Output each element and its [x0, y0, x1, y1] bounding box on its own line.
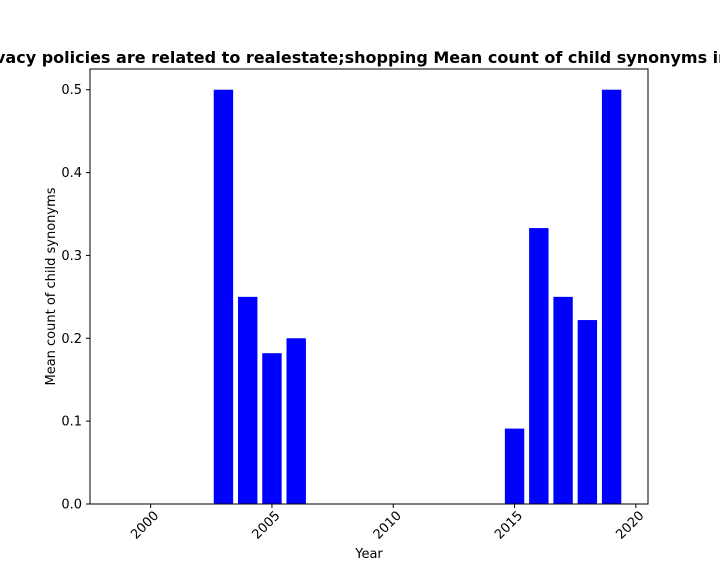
- bar-2005: [262, 353, 282, 504]
- bar-2019: [601, 89, 622, 504]
- y-tick-label: 0.0: [61, 498, 82, 513]
- x-axis: 2000 2005 2010 2015 2020: [128, 504, 647, 543]
- bar-2015: [504, 428, 525, 504]
- bar-2017: [553, 296, 573, 504]
- bar-2006: [286, 338, 306, 504]
- y-tick-label: 0.4: [61, 166, 82, 181]
- x-tick-label: 2015: [492, 509, 526, 543]
- y-tick-label: 0.3: [61, 249, 82, 264]
- x-tick-label: 2005: [249, 509, 283, 543]
- x-tick-label: 2020: [613, 509, 647, 543]
- plot-frame: [89, 68, 649, 505]
- x-tick-label: 2000: [128, 509, 162, 543]
- bar-2016: [529, 228, 549, 505]
- y-tick-label: 0.2: [61, 332, 82, 347]
- x-axis-label: Year: [354, 547, 383, 562]
- y-tick-label: 0.1: [61, 415, 82, 430]
- bar-2003: [213, 89, 234, 504]
- chart-title: Proportion of privacy policies are relat…: [0, 48, 720, 67]
- bar-2004: [237, 296, 258, 504]
- x-tick-label: 2010: [371, 509, 405, 543]
- y-axis-label: Mean count of child synonyms: [44, 187, 59, 385]
- bars: [213, 89, 622, 505]
- bar-2018: [577, 320, 598, 504]
- y-tick-label: 0.5: [61, 83, 82, 98]
- y-axis: 0.0 0.1 0.2 0.3 0.4 0.5: [61, 83, 90, 513]
